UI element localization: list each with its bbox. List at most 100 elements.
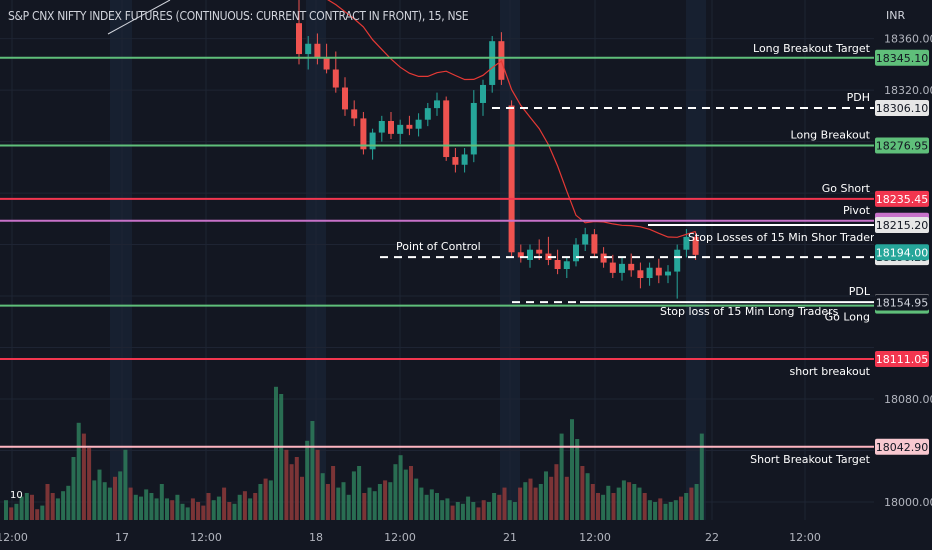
volume-bar — [19, 496, 24, 520]
volume-bar — [512, 502, 517, 520]
volume-bar — [211, 500, 216, 520]
volume-bar — [450, 505, 455, 520]
candle-body — [351, 109, 358, 119]
volume-bar — [694, 484, 699, 520]
candle-body — [573, 244, 579, 262]
volume-bar — [154, 498, 159, 520]
volume-bar — [362, 493, 367, 520]
volume-bar — [424, 494, 429, 520]
volume-marker: 10 — [10, 490, 23, 501]
volume-bar — [341, 482, 346, 520]
volume-bar — [689, 487, 694, 520]
volume-bar — [201, 505, 206, 520]
volume-bar — [123, 449, 128, 520]
x-tick-label-7: 22 — [705, 531, 719, 544]
volume-bar — [61, 491, 66, 520]
volume-bar — [268, 480, 273, 520]
volume-bar — [263, 478, 268, 520]
volume-bar — [419, 487, 424, 520]
volume-bar — [544, 471, 548, 520]
candle-body — [452, 157, 459, 165]
volume-bar — [118, 471, 123, 520]
volume-bar — [684, 493, 689, 520]
level-label-11: Short Breakout Target — [750, 453, 871, 466]
volume-bar — [310, 421, 315, 520]
candle-body — [527, 249, 533, 260]
volume-bar — [294, 457, 299, 520]
candle-body — [434, 100, 440, 109]
currency-label: INR — [886, 9, 906, 22]
volume-bar — [92, 480, 97, 520]
candle-body — [655, 267, 662, 276]
level-label-0: Long Breakout Target — [753, 42, 871, 55]
candle-body — [443, 100, 450, 158]
volume-bar — [481, 500, 486, 520]
extra-badge-1-bg — [875, 294, 929, 311]
y-tick-label-3: 18000.00 — [884, 496, 932, 509]
candle-body — [388, 120, 394, 134]
candle-body — [489, 41, 496, 85]
candle-body — [554, 260, 561, 270]
price-badge-5-bg — [875, 216, 929, 233]
volume-bar — [139, 496, 143, 520]
volume-bar — [206, 493, 211, 520]
volume-bar — [71, 457, 76, 520]
volume-bar — [590, 484, 595, 520]
volume-bar — [601, 494, 606, 520]
volume-bar — [196, 502, 201, 520]
volume-bar — [237, 494, 242, 520]
volume-bar — [55, 498, 60, 520]
volume-bar — [663, 503, 668, 520]
moving-average-line — [327, 0, 696, 238]
volume-bar — [460, 503, 465, 520]
y-tick-label-2: 18080.00 — [884, 393, 932, 406]
level-label-10: short breakout — [789, 365, 870, 378]
volume-bar — [232, 503, 237, 520]
volume-bar — [45, 484, 50, 520]
volume-bar — [175, 494, 180, 520]
candle-body — [536, 249, 543, 254]
volume-bar — [647, 500, 652, 520]
candle-body — [461, 154, 468, 165]
volume-bar — [616, 487, 621, 520]
candle-body — [683, 236, 690, 250]
volume-bar — [658, 498, 663, 520]
volume-bar — [518, 487, 523, 520]
candle-body — [378, 120, 385, 133]
volume-bar — [372, 491, 377, 520]
price-badge-11: 18042.90 — [876, 441, 929, 454]
candle-body — [480, 84, 486, 103]
price-badge-1: 18306.10 — [876, 102, 929, 115]
volume-bar — [128, 487, 133, 520]
level-label-3: Go Short — [822, 182, 871, 195]
volume-bar — [190, 498, 195, 520]
volume-bar — [585, 473, 590, 520]
price-badge-5: 18215.20 — [876, 219, 929, 232]
price-badge-10: 18111.05 — [876, 353, 929, 366]
volume-bar — [486, 502, 491, 520]
level-label-8: Stop loss of 15 Min Long Traders — [660, 305, 839, 318]
price-badge-0-bg — [875, 49, 929, 66]
volume-bar — [414, 478, 419, 520]
volume-bar — [149, 493, 154, 520]
volume-bar — [107, 487, 112, 520]
volume-bar — [393, 464, 398, 520]
volume-bar — [564, 476, 569, 520]
candle-body — [563, 261, 570, 270]
volume-bar — [336, 487, 341, 520]
volume-bar — [258, 484, 263, 520]
volume-bar — [377, 484, 382, 520]
volume-bar — [668, 502, 673, 520]
candle-body — [692, 236, 699, 255]
x-tick-label-3: 18 — [309, 531, 323, 544]
volume-bar — [507, 500, 512, 520]
candle-body — [646, 267, 653, 279]
extra-badge-1: 18154.95 — [876, 297, 929, 310]
volume-bar — [409, 466, 413, 520]
candle-body — [470, 102, 477, 155]
x-tick-label-4: 12:00 — [384, 531, 416, 544]
candle-body — [609, 262, 616, 273]
candle-body — [406, 124, 413, 129]
volume-bar — [549, 476, 554, 520]
